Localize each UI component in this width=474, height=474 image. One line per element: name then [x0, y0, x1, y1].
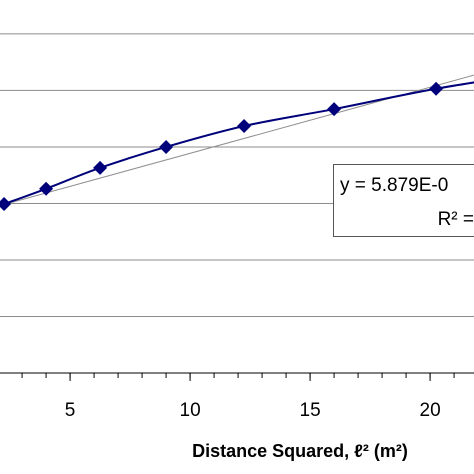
data-point	[429, 81, 444, 96]
x-tick-label: 20	[420, 400, 441, 421]
data-point	[159, 139, 174, 154]
x-tick-label: 15	[300, 400, 321, 421]
data-point	[93, 160, 108, 175]
data-point	[0, 197, 12, 212]
annotation-text: y = 5.879E-0	[340, 175, 448, 196]
data-point	[327, 102, 342, 117]
annotation-text: R² =	[438, 209, 474, 230]
data-point	[237, 119, 252, 134]
x-tick-label: 10	[180, 400, 201, 421]
annotation-box	[333, 164, 474, 237]
x-tick-label: 5	[65, 400, 76, 421]
x-axis-label: Distance Squared, ℓ² (m²)	[192, 441, 408, 461]
data-point	[39, 181, 54, 196]
